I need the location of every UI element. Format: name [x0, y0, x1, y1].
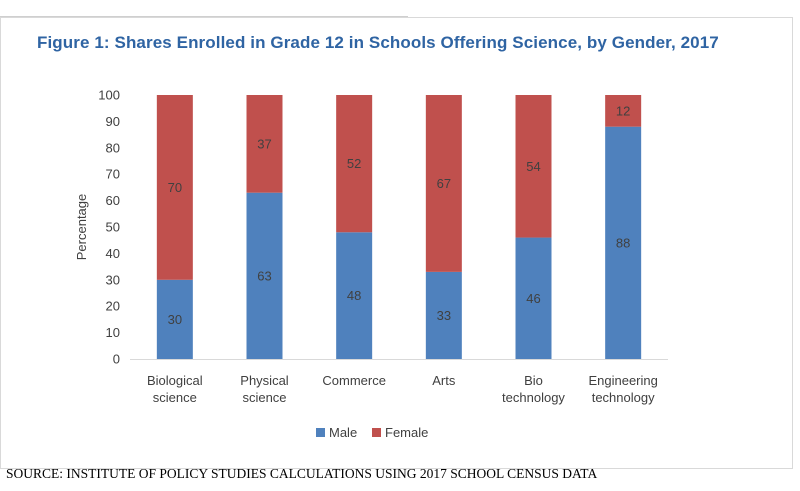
legend-swatch-female — [372, 428, 381, 437]
y-tick-label: 0 — [113, 352, 120, 367]
data-label: 37 — [257, 136, 271, 151]
category-label-line: Bio — [524, 373, 543, 388]
y-axis-label: Percentage — [74, 194, 89, 261]
data-label: 88 — [616, 235, 630, 250]
bar-female — [425, 95, 462, 272]
legend-label-male: Male — [329, 425, 357, 440]
category-label: Engineering technology — [588, 373, 657, 405]
y-tick-label: 10 — [106, 325, 120, 340]
bars: 30 70 63 37 48 52 33 67 46 54 88 12 — [156, 95, 642, 360]
top-rule — [0, 16, 408, 17]
chart-frame — [0, 17, 793, 469]
data-label: 54 — [526, 159, 540, 174]
category-label-line: Commerce — [322, 373, 386, 388]
bar-female — [246, 95, 283, 193]
y-tick-label: 60 — [106, 193, 120, 208]
category-label: Bio technology — [502, 373, 565, 405]
source-note: SOURCE: INSTITUTE OF POLICY STUDIES CALC… — [6, 466, 598, 481]
y-tick-label: 50 — [106, 220, 120, 235]
legend-label-female: Female — [385, 425, 428, 440]
category-label: Arts — [432, 373, 456, 388]
y-tick-label: 30 — [106, 272, 120, 287]
y-tick-label: 90 — [106, 114, 120, 129]
data-label: 70 — [168, 180, 182, 195]
legend: Male Female — [316, 425, 428, 440]
data-label: 67 — [437, 176, 451, 191]
y-tick-label: 40 — [106, 246, 120, 261]
category-label: Biological science — [147, 373, 203, 405]
chart-title: Figure 1: Shares Enrolled in Grade 12 in… — [37, 33, 719, 52]
category-label-line: science — [153, 390, 197, 405]
category-label-line: technology — [592, 390, 655, 405]
category-label-line: Physical — [240, 373, 289, 388]
data-label: 12 — [616, 103, 630, 118]
bar-female — [156, 95, 193, 280]
y-axis-ticks: 0 10 20 30 40 50 60 70 80 90 100 — [98, 88, 120, 367]
bar-male — [156, 279, 193, 359]
category-label-line: science — [242, 390, 286, 405]
bar-male — [605, 126, 642, 360]
data-label: 48 — [347, 288, 361, 303]
category-label-line: technology — [502, 390, 565, 405]
data-label: 46 — [526, 291, 540, 306]
y-tick-label: 20 — [106, 299, 120, 314]
x-axis-labels: Biological science Physical science Commerce… — [147, 373, 658, 405]
bar-female — [336, 95, 373, 233]
category-label: Physical science — [240, 373, 289, 405]
y-tick-label: 70 — [106, 167, 120, 182]
category-label-line: Biological — [147, 373, 203, 388]
y-tick-label: 80 — [106, 140, 120, 155]
y-tick-label: 100 — [98, 88, 120, 103]
bar-female — [605, 95, 642, 127]
data-label: 33 — [437, 308, 451, 323]
legend-swatch-male — [316, 428, 325, 437]
bar-male — [246, 192, 283, 359]
category-label-line: Arts — [432, 373, 456, 388]
data-label: 30 — [168, 312, 182, 327]
bar-male — [425, 271, 462, 359]
bar-male — [515, 237, 552, 359]
category-label: Commerce — [322, 373, 386, 388]
data-label: 52 — [347, 156, 361, 171]
data-label: 63 — [257, 268, 271, 283]
bar-male — [336, 232, 373, 359]
category-label-line: Engineering — [588, 373, 657, 388]
bar-female — [515, 95, 552, 238]
